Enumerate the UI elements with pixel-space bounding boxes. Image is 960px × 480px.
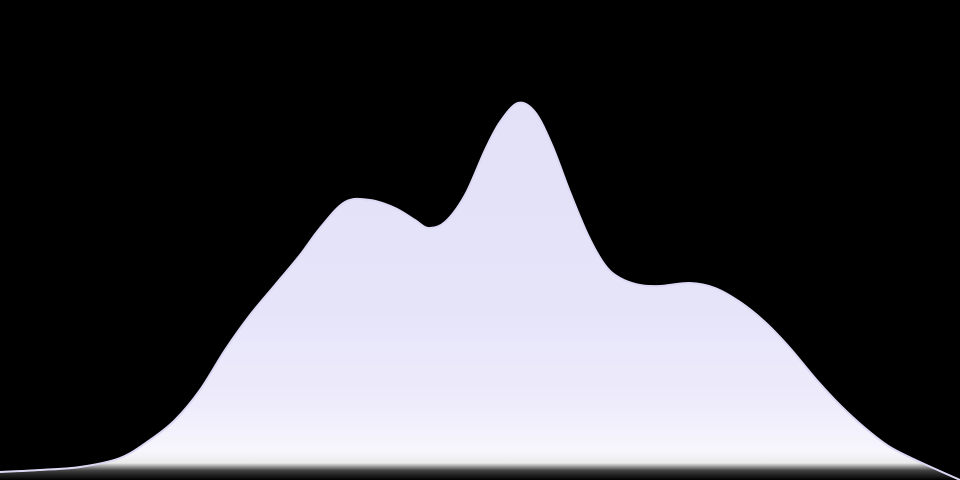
area-outline-path xyxy=(0,101,960,480)
series-density xyxy=(0,101,960,480)
area-fill-path xyxy=(0,102,960,480)
